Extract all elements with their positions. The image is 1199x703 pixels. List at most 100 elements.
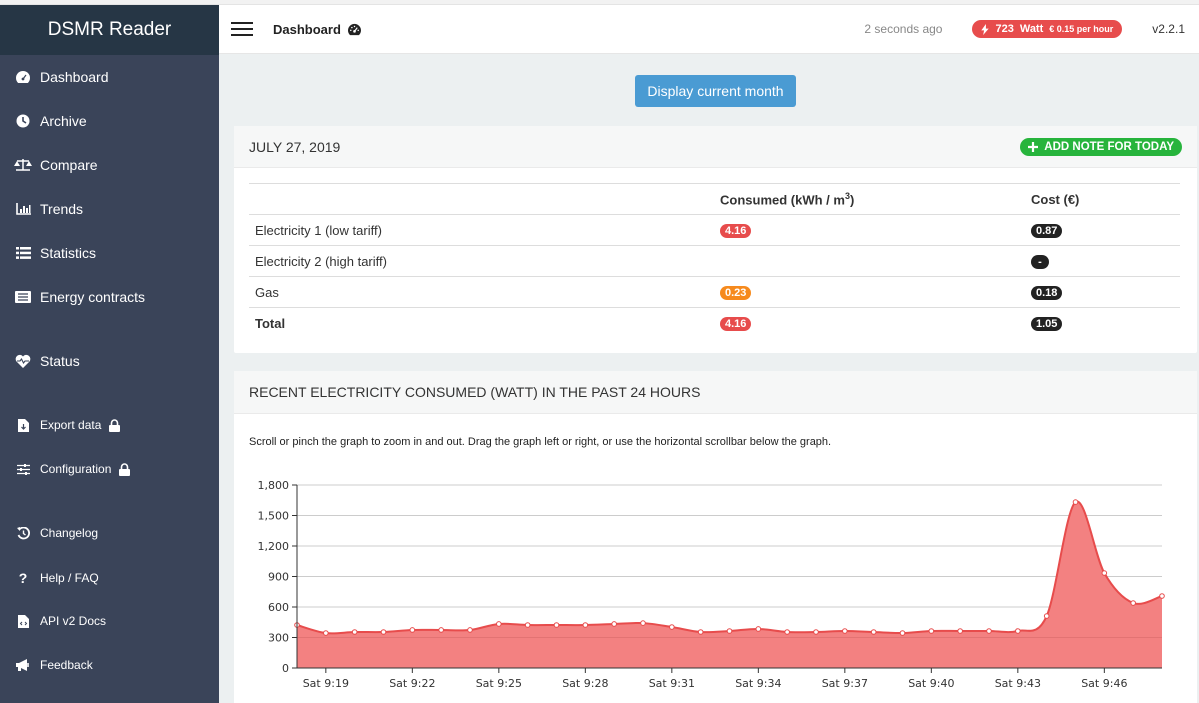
- bolt-icon: [981, 23, 990, 35]
- sidebar-item-feedback[interactable]: Feedback: [14, 658, 93, 672]
- code-file-icon: [17, 614, 29, 628]
- sidebar-item-archive[interactable]: Archive: [14, 113, 87, 129]
- cost-badge: 1.05: [1031, 317, 1063, 332]
- sidebar-item-api-docs[interactable]: API v2 Docs: [14, 614, 106, 628]
- sidebar-item-dashboard[interactable]: Dashboard: [14, 69, 109, 85]
- svg-text:1,200: 1,200: [258, 540, 290, 553]
- cost-badge: -: [1031, 255, 1049, 269]
- sidebar-item-statistics[interactable]: Statistics: [14, 245, 96, 261]
- sidebar-item-label: API v2 Docs: [40, 614, 107, 628]
- live-watt-unit: Watt: [1019, 23, 1044, 35]
- svg-text:Sat 9:19: Sat 9:19: [303, 677, 349, 690]
- sidebar-item-label: Trends: [40, 201, 84, 217]
- table-row: Electricity 1 (low tariff) 4.16 0.87: [249, 214, 1180, 246]
- megaphone-icon: [16, 659, 29, 671]
- clock-icon: [16, 114, 30, 128]
- sidebar-item-label: Configuration: [40, 462, 112, 476]
- electricity-chart[interactable]: 0 300 600 900 1,200 1,500 1,800 Sat 9:19 Sat 9:2…: [234, 461, 1197, 703]
- lock-icon: [119, 462, 131, 476]
- area-chart[interactable]: 0 300 600 900 1,200 1,500 1,800 Sat 9:19 Sat 9:2…: [234, 461, 1197, 703]
- summary-date: JULY 27, 2019: [249, 138, 341, 155]
- sidebar-item-configuration[interactable]: Configuration: [14, 462, 131, 476]
- sidebar-item-changelog[interactable]: Changelog: [14, 526, 98, 540]
- sliders-icon: [16, 463, 30, 475]
- svg-text:Sat 9:22: Sat 9:22: [389, 677, 435, 690]
- svg-text:0: 0: [282, 662, 289, 675]
- consumed-badge: 4.16: [720, 224, 752, 238]
- balance-scale-icon: [14, 159, 32, 171]
- consumed-header: Consumed (kWh / m3): [714, 183, 1025, 215]
- top-bar: Dashboard 2 seconds ago 723 Watt € 0.15 …: [219, 5, 1199, 54]
- svg-text:600: 600: [268, 601, 289, 614]
- live-power-badge: 723 Watt € 0.15 per hour: [972, 20, 1123, 38]
- row-label: Electricity 1 (low tariff): [249, 214, 714, 246]
- version-label: v2.2.1: [1152, 22, 1185, 36]
- day-summary-card: JULY 27, 2019 ADD NOTE FOR TODAY Consume…: [234, 126, 1197, 353]
- row-label: Electricity 2 (high tariff): [249, 245, 714, 277]
- plus-icon: [1028, 141, 1039, 152]
- svg-text:Sat 9:43: Sat 9:43: [995, 677, 1041, 690]
- svg-text:Sat 9:37: Sat 9:37: [822, 677, 868, 690]
- live-cost: € 0.15 per hour: [1049, 24, 1114, 34]
- svg-text:Sat 9:31: Sat 9:31: [649, 677, 695, 690]
- bar-chart-icon: [15, 203, 31, 215]
- svg-text:Sat 9:28: Sat 9:28: [562, 677, 608, 690]
- display-current-month-button[interactable]: Display current month: [635, 75, 796, 107]
- table-row-total: Total 4.16 1.05: [249, 307, 1180, 339]
- sidebar-item-label: Help / FAQ: [40, 571, 99, 585]
- list-icon: [15, 247, 31, 259]
- svg-text:Sat 9:34: Sat 9:34: [735, 677, 781, 690]
- sidebar-item-label: Changelog: [40, 526, 99, 540]
- svg-text:300: 300: [268, 632, 289, 645]
- history-icon: [16, 526, 30, 539]
- sidebar-item-export-data[interactable]: Export data: [14, 418, 121, 432]
- menu-toggle-icon[interactable]: [231, 22, 253, 36]
- row-label: Gas: [249, 276, 714, 308]
- svg-text:Sat 9:25: Sat 9:25: [476, 677, 522, 690]
- consumed-badge: 0.23: [720, 286, 752, 300]
- cost-badge: 0.87: [1031, 224, 1063, 238]
- add-note-button[interactable]: ADD NOTE FOR TODAY: [1020, 137, 1182, 156]
- svg-text:1,500: 1,500: [258, 510, 290, 523]
- recent-electricity-card: RECENT ELECTRICITY CONSUMED (WATT) IN TH…: [234, 371, 1197, 703]
- cost-header: Cost (€): [1025, 183, 1180, 215]
- app-brand[interactable]: DSMR Reader: [0, 5, 219, 55]
- page-title: Dashboard: [273, 22, 362, 37]
- sidebar-item-label: Feedback: [40, 658, 93, 672]
- summary-table: Consumed (kWh / m3) Cost (€) Electricity…: [249, 183, 1180, 339]
- consumed-badge: 4.16: [720, 317, 752, 332]
- app-title: DSMR Reader: [47, 19, 172, 40]
- sidebar-item-energy-contracts[interactable]: Energy contracts: [14, 289, 145, 305]
- sidebar-item-status[interactable]: Status: [14, 353, 80, 369]
- cost-badge: 0.18: [1031, 286, 1063, 300]
- sidebar: Dashboard Archive Compare Trends Statist…: [0, 55, 219, 703]
- chart-description: Scroll or pinch the graph to zoom in and…: [249, 436, 832, 448]
- sidebar-item-help-faq[interactable]: ? Help / FAQ: [14, 570, 99, 586]
- table-row: Electricity 2 (high tariff) -: [249, 245, 1180, 277]
- sidebar-item-label: Dashboard: [40, 69, 109, 85]
- heartbeat-icon: [15, 354, 31, 368]
- lock-icon: [109, 418, 121, 432]
- page-title-label: Dashboard: [273, 21, 341, 37]
- last-update-text: 2 seconds ago: [864, 22, 943, 36]
- row-label: Total: [249, 307, 714, 339]
- dashboard-gauge-icon: [347, 23, 361, 35]
- table-row: Gas 0.23 0.18: [249, 276, 1180, 308]
- svg-text:Sat 9:46: Sat 9:46: [1081, 677, 1127, 690]
- table-header-row: Consumed (kWh / m3) Cost (€): [249, 183, 1180, 215]
- svg-text:Sat 9:40: Sat 9:40: [908, 677, 954, 690]
- sidebar-item-trends[interactable]: Trends: [14, 201, 83, 217]
- top-strip: [0, 0, 1199, 5]
- live-watt-value: 723: [995, 23, 1014, 35]
- dashboard-gauge-icon: [16, 71, 30, 83]
- chart-title: RECENT ELECTRICITY CONSUMED (WATT) IN TH…: [249, 384, 701, 400]
- svg-text:1,800: 1,800: [258, 479, 290, 492]
- add-note-label: ADD NOTE FOR TODAY: [1044, 140, 1174, 153]
- sidebar-item-label: Status: [40, 353, 80, 369]
- svg-text:900: 900: [268, 571, 289, 584]
- sidebar-item-label: Export data: [40, 418, 102, 432]
- sidebar-item-label: Statistics: [40, 245, 97, 261]
- sidebar-item-compare[interactable]: Compare: [14, 157, 98, 173]
- sidebar-item-label: Archive: [40, 113, 87, 129]
- contract-icon: [15, 291, 31, 303]
